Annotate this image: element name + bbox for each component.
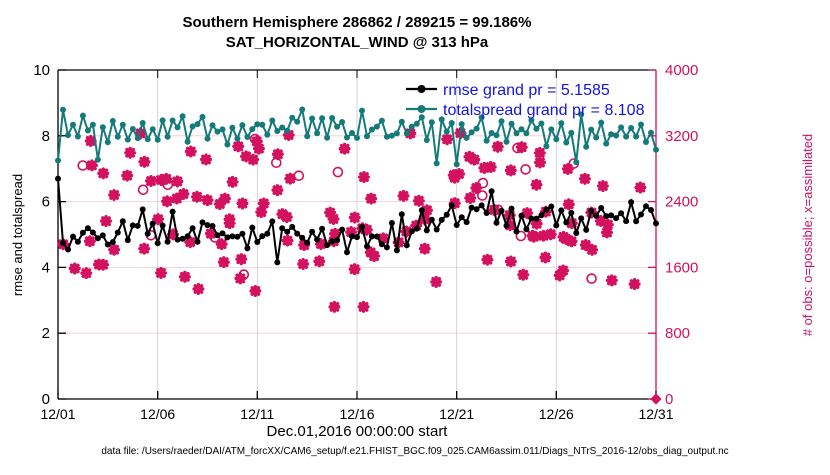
svg-text:totalspread grand pr = 8.108: totalspread grand pr = 8.108 bbox=[443, 102, 645, 119]
svg-text:8: 8 bbox=[42, 128, 50, 145]
svg-text:3200: 3200 bbox=[665, 128, 698, 145]
svg-text:6: 6 bbox=[42, 194, 50, 211]
svg-text:12/26: 12/26 bbox=[539, 406, 574, 422]
svg-text:10: 10 bbox=[33, 62, 50, 79]
svg-text:12/06: 12/06 bbox=[140, 406, 175, 422]
svg-text:12/01: 12/01 bbox=[40, 406, 75, 422]
svg-text:1600: 1600 bbox=[665, 259, 698, 276]
svg-text:rmse grand pr = 5.1585: rmse grand pr = 5.1585 bbox=[443, 82, 610, 99]
svg-text:2400: 2400 bbox=[665, 194, 698, 211]
svg-text:12/16: 12/16 bbox=[339, 406, 374, 422]
svg-text:2: 2 bbox=[42, 325, 50, 342]
svg-text:800: 800 bbox=[665, 325, 690, 342]
svg-text:12/21: 12/21 bbox=[439, 406, 474, 422]
svg-text:4: 4 bbox=[42, 259, 50, 276]
svg-text:4000: 4000 bbox=[665, 62, 698, 79]
svg-text:12/11: 12/11 bbox=[240, 406, 274, 422]
svg-text:12/31: 12/31 bbox=[638, 406, 673, 422]
